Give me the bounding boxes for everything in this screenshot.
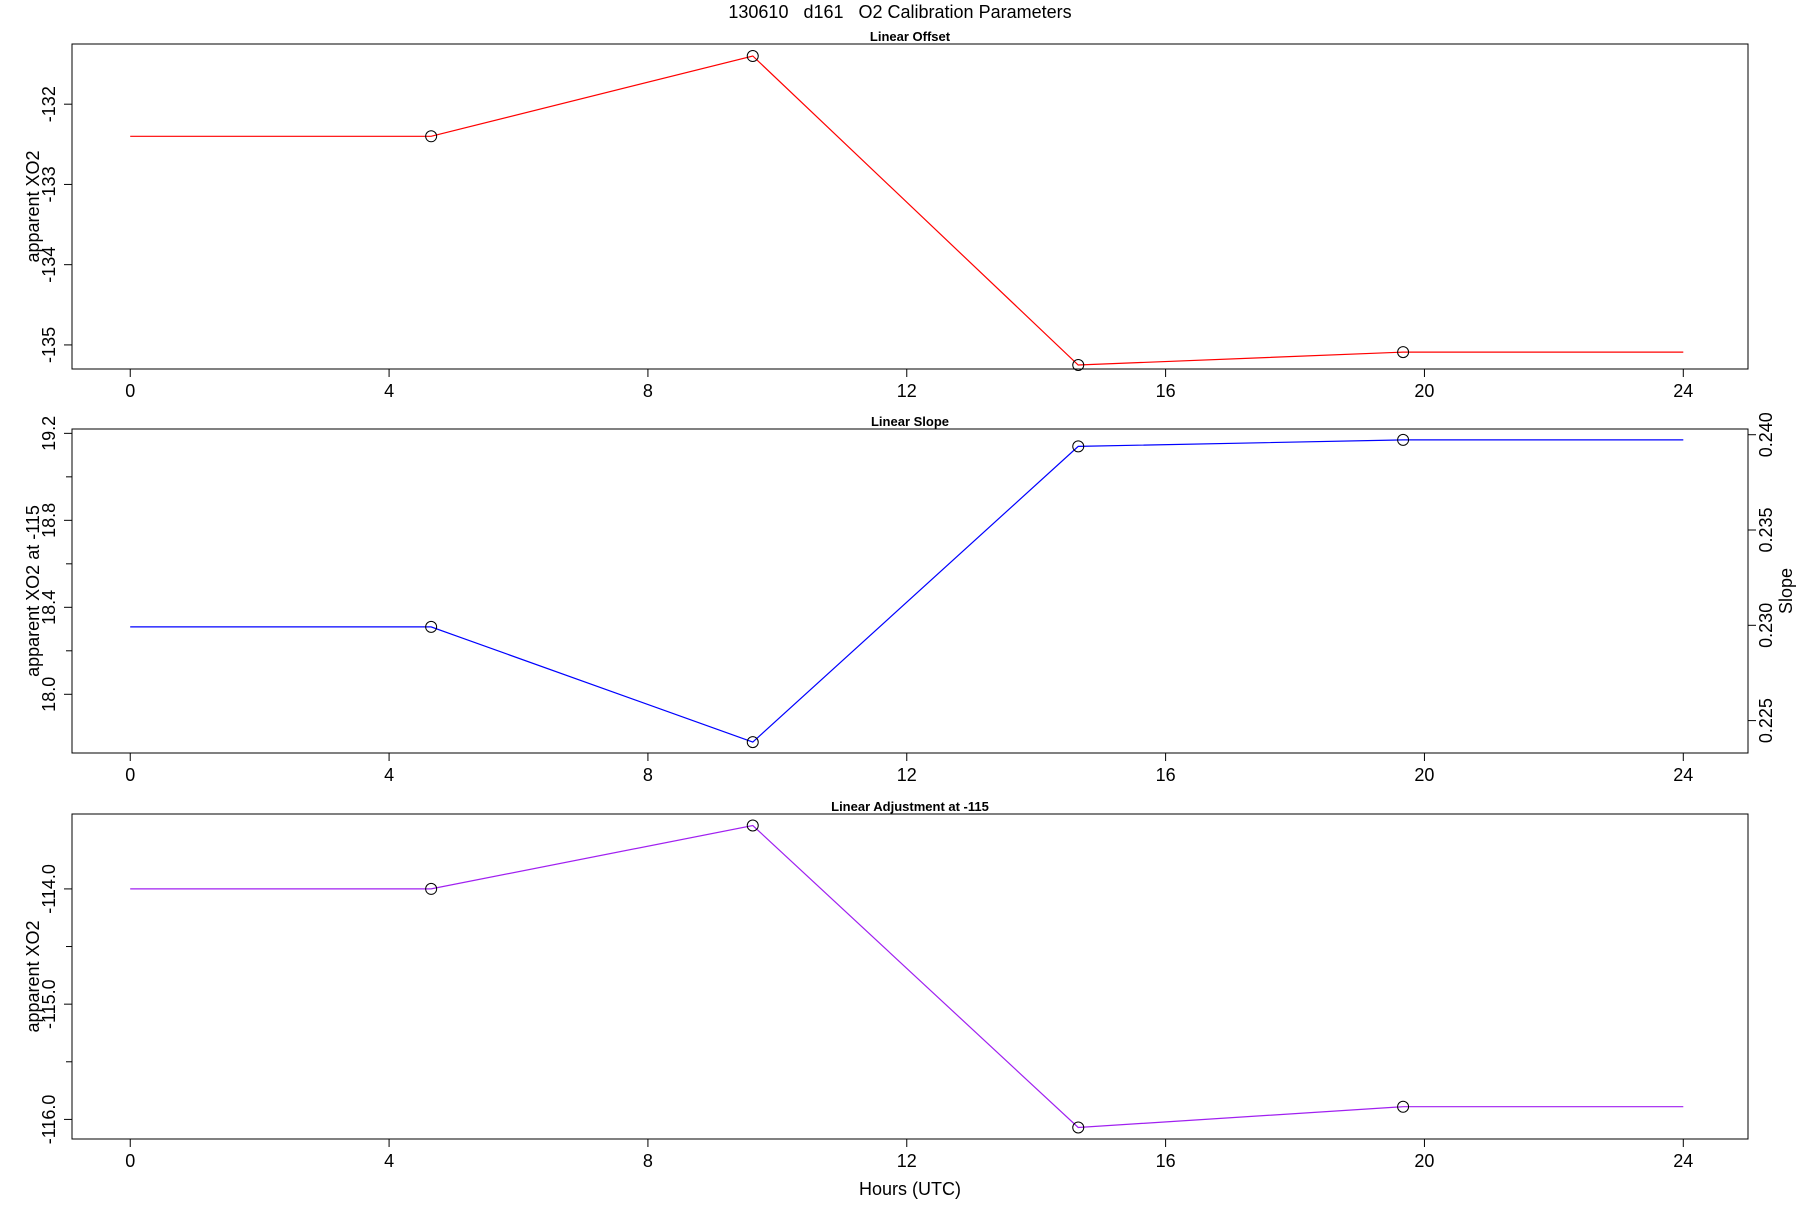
y-tick-label: -115.0 — [39, 979, 59, 1029]
x-tick-label: 8 — [643, 381, 653, 401]
data-point — [1397, 433, 1410, 446]
chart-panel-3: Linear Adjustment at -115 0 4 8 12 16 20 24 -116… — [23, 799, 1749, 1199]
right-y-tick-label: 0.230 — [1756, 603, 1776, 648]
plot-frame — [71, 813, 1749, 1140]
x-tick-label: 8 — [643, 765, 653, 785]
x-tick-label: 4 — [384, 1151, 394, 1171]
y-tick-label: -132 — [39, 86, 59, 122]
x-tick-label: 12 — [897, 765, 917, 785]
y-tick-label: -114.0 — [39, 864, 59, 914]
y-tick-label: -135 — [39, 327, 59, 363]
x-tick-label: 20 — [1414, 765, 1434, 785]
series-line — [130, 439, 1684, 743]
x-tick-label: 4 — [384, 381, 394, 401]
x-tick-label: 0 — [125, 381, 135, 401]
y-axis-title: apparent XO2 — [23, 920, 43, 1032]
x-tick-label: 8 — [643, 1151, 653, 1171]
x-tick-label: 12 — [897, 1151, 917, 1171]
panel-title: Linear Offset — [870, 29, 951, 44]
y-tick-label: -133 — [39, 166, 59, 202]
x-tick-label: 12 — [897, 381, 917, 401]
series-line — [130, 824, 1684, 1129]
y-tick-label: -134 — [39, 247, 59, 283]
panel-title: Linear Adjustment at -115 — [831, 799, 989, 814]
data-point — [1072, 440, 1085, 453]
y-tick-label: 18.0 — [39, 677, 59, 712]
x-tick-label: 0 — [125, 765, 135, 785]
data-point — [746, 50, 759, 63]
data-point — [425, 882, 438, 895]
data-point — [1397, 1100, 1410, 1113]
data-point — [1397, 346, 1410, 359]
plot-frame — [71, 43, 1749, 370]
x-tick-label: 20 — [1414, 1151, 1434, 1171]
data-point — [425, 620, 438, 633]
data-point — [425, 130, 438, 143]
x-tick-label: 20 — [1414, 381, 1434, 401]
y-tick-label: 18.4 — [39, 590, 59, 625]
main-title: 130610 d161 O2 Calibration Parameters — [728, 2, 1072, 22]
series-line — [130, 55, 1684, 366]
y-tick-label: -116.0 — [39, 1095, 59, 1145]
right-y-tick-label: 0.235 — [1756, 507, 1776, 552]
y-axis-title: apparent XO2 at -115 — [23, 505, 43, 677]
data-point — [1072, 1121, 1085, 1134]
x-tick-label: 24 — [1673, 765, 1693, 785]
x-tick-label: 24 — [1673, 381, 1693, 401]
x-tick-label: 16 — [1156, 381, 1176, 401]
right-y-axis-title: Slope — [1776, 568, 1796, 614]
right-y-tick-label: 0.225 — [1756, 698, 1776, 743]
y-axis-title: apparent XO2 — [23, 150, 43, 262]
right-y-tick-label: 0.240 — [1756, 412, 1776, 457]
chart-panel-1: Linear Offset 0 4 8 12 16 20 24 -135 -134 -133 -132… — [23, 29, 1749, 401]
x-tick-label: 4 — [384, 765, 394, 785]
data-point — [746, 819, 759, 832]
x-tick-label: 24 — [1673, 1151, 1693, 1171]
x-tick-label: 16 — [1156, 1151, 1176, 1171]
x-tick-label: 16 — [1156, 765, 1176, 785]
y-tick-label: 19.2 — [39, 416, 59, 451]
plot-frame — [71, 428, 1749, 754]
data-point — [1072, 358, 1085, 371]
data-point — [746, 736, 759, 749]
y-tick-label: 18.8 — [39, 503, 59, 538]
chart-panel-2: Linear Slope 0 4 8 12 16 20 24 18.0 18.4 18.8 19.2 a… — [23, 412, 1796, 785]
x-axis-title: Hours (UTC) — [859, 1179, 961, 1199]
panel-title: Linear Slope — [871, 414, 949, 429]
x-tick-label: 0 — [125, 1151, 135, 1171]
